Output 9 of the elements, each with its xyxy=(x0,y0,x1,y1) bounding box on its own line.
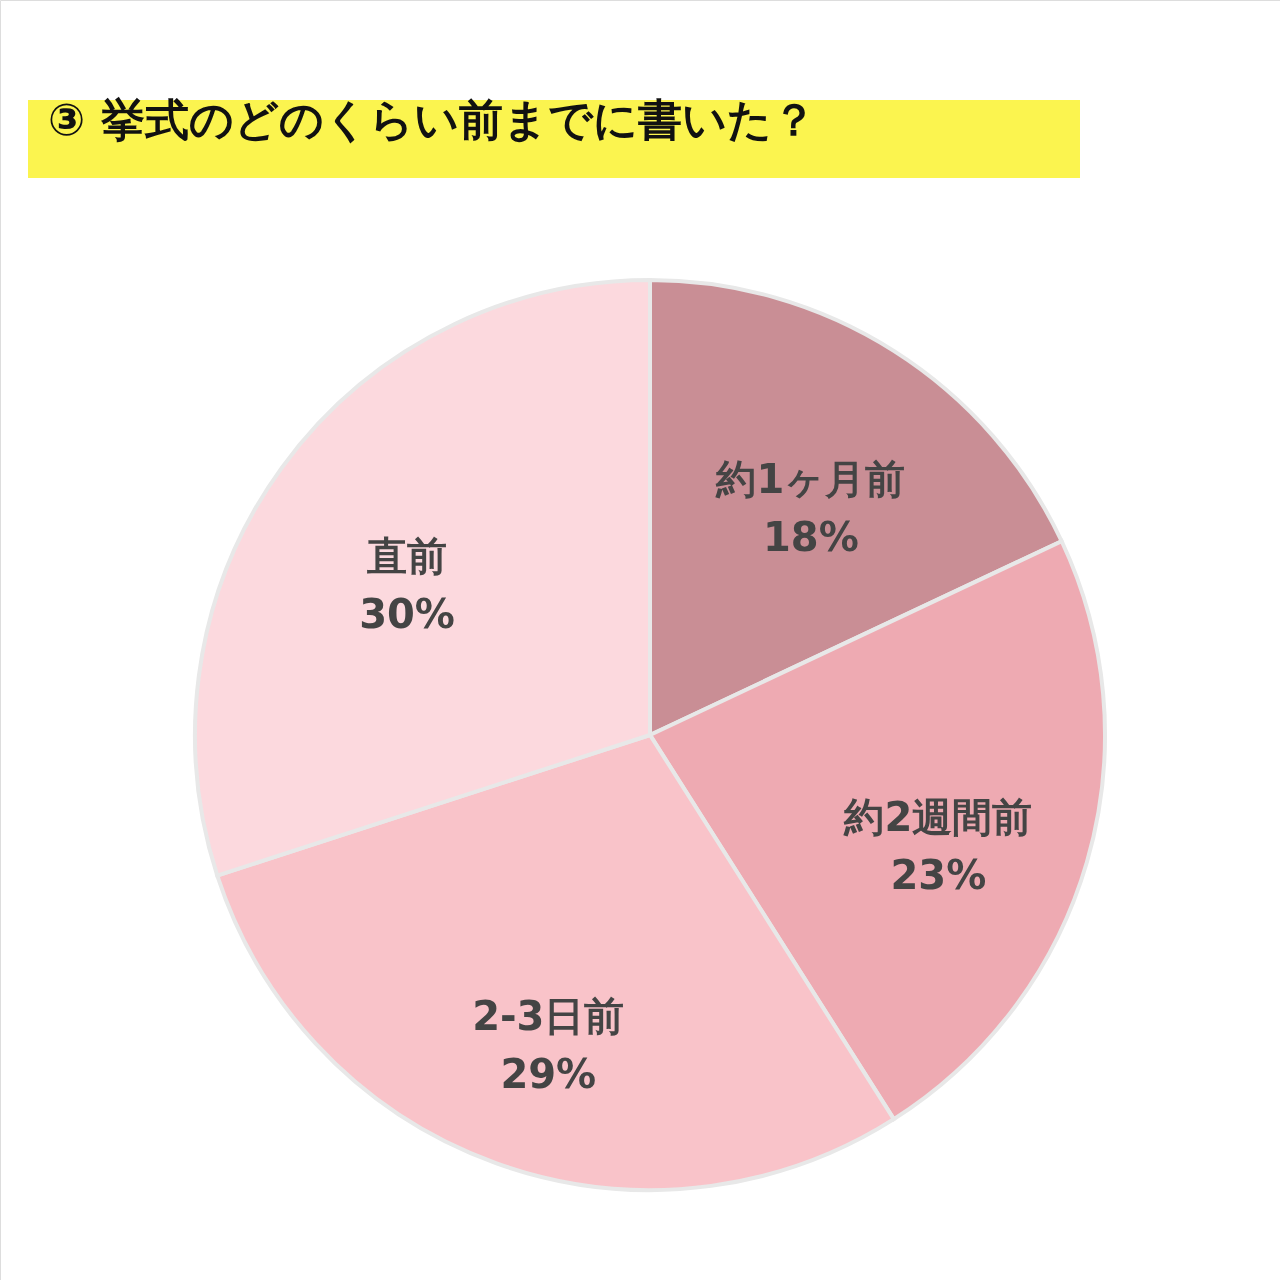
data-label: 18% xyxy=(763,514,859,561)
data-label: 23% xyxy=(890,851,987,898)
data-label: 29% xyxy=(500,1050,597,1097)
slice-label: 約1ヶ月前 xyxy=(715,456,906,503)
slice-label: 約2週間前 xyxy=(843,793,1033,840)
chart-title: ③ 挙式のどのくらい前までに書いた？ xyxy=(48,94,816,145)
slice-label: 直前 xyxy=(366,533,448,580)
slice-label: 2-3日前 xyxy=(472,992,625,1039)
data-label: 30% xyxy=(359,591,455,638)
